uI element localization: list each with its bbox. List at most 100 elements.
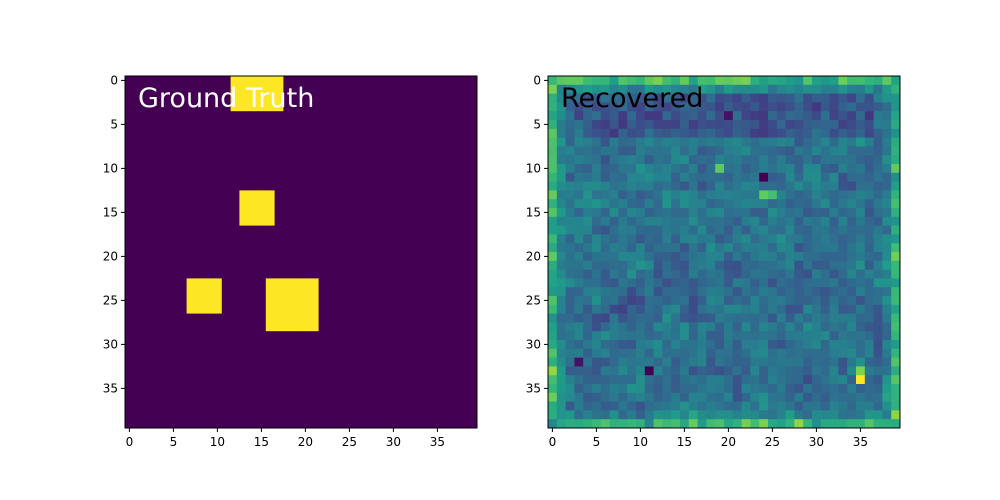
heatmap-cell <box>803 278 812 287</box>
heatmap-cell <box>794 314 803 323</box>
heatmap-cell <box>592 278 601 287</box>
heatmap-cell <box>610 234 619 243</box>
heatmap-cell <box>389 138 398 147</box>
heatmap-cell <box>468 120 477 129</box>
heatmap-cell <box>424 419 433 428</box>
heatmap-cell <box>671 366 680 375</box>
heatmap-cell <box>821 190 830 199</box>
heatmap-cell <box>407 305 416 314</box>
heatmap-cell <box>301 340 310 349</box>
heatmap-cell <box>566 138 575 147</box>
heatmap-cell <box>786 190 795 199</box>
heatmap-cell <box>592 190 601 199</box>
heatmap-cell <box>371 296 380 305</box>
heatmap-cell <box>847 138 856 147</box>
heatmap-cell <box>319 410 328 419</box>
heatmap-cell <box>777 111 786 120</box>
heatmap-cell <box>856 208 865 217</box>
x-tick-label: 5 <box>170 435 178 449</box>
heatmap-cell <box>283 155 292 164</box>
heatmap-cell <box>451 146 460 155</box>
heatmap-cell <box>698 314 707 323</box>
heatmap-cell <box>125 85 134 94</box>
heatmap-cell <box>442 270 451 279</box>
heatmap-cell <box>610 393 619 402</box>
heatmap-cell <box>706 76 715 85</box>
heatmap-cell <box>803 190 812 199</box>
heatmap-cell <box>821 384 830 393</box>
heatmap-cell <box>654 270 663 279</box>
heatmap-cell <box>715 305 724 314</box>
heatmap-cell <box>222 349 231 358</box>
heatmap-cell <box>750 375 759 384</box>
heatmap-cell <box>354 402 363 411</box>
heatmap-cell <box>566 155 575 164</box>
heatmap-cell <box>759 182 768 191</box>
heatmap-cell <box>882 296 891 305</box>
heatmap-cell <box>371 243 380 252</box>
heatmap-cell <box>557 402 566 411</box>
heatmap-cell <box>451 164 460 173</box>
heatmap-cell <box>742 261 751 270</box>
heatmap-cell <box>125 349 134 358</box>
heatmap-cell <box>786 243 795 252</box>
heatmap-cell <box>283 173 292 182</box>
heatmap-cell <box>794 208 803 217</box>
heatmap-cell <box>187 164 196 173</box>
heatmap-cell <box>310 261 319 270</box>
heatmap-cell <box>354 217 363 226</box>
heatmap-cell <box>239 243 248 252</box>
heatmap-cell <box>178 173 187 182</box>
heatmap-cell <box>319 261 328 270</box>
heatmap-cell <box>636 340 645 349</box>
heatmap-cell <box>248 375 257 384</box>
heatmap-cell <box>847 322 856 331</box>
heatmap-cell <box>592 402 601 411</box>
heatmap-cell <box>759 146 768 155</box>
heatmap-cell <box>803 164 812 173</box>
heatmap-cell <box>601 340 610 349</box>
heatmap-cell <box>336 393 345 402</box>
heatmap-cell <box>327 173 336 182</box>
heatmap-cell <box>363 243 372 252</box>
heatmap-cell <box>759 410 768 419</box>
heatmap-cell <box>750 243 759 252</box>
heatmap-cell <box>125 234 134 243</box>
heatmap-cell <box>125 270 134 279</box>
heatmap-cell <box>134 155 143 164</box>
heatmap-cell <box>645 375 654 384</box>
heatmap-cell <box>706 296 715 305</box>
heatmap-cell <box>389 85 398 94</box>
heatmap-cell <box>327 314 336 323</box>
heatmap-cell <box>442 419 451 428</box>
heatmap-cell <box>768 94 777 103</box>
heatmap-cell <box>415 305 424 314</box>
heatmap-cell <box>856 146 865 155</box>
heatmap-cell <box>610 120 619 129</box>
heatmap-cell <box>389 278 398 287</box>
heatmap-cell <box>319 331 328 340</box>
heatmap-cell <box>266 138 275 147</box>
heatmap-cell <box>178 146 187 155</box>
heatmap-cell <box>442 111 451 120</box>
heatmap-cell <box>442 85 451 94</box>
heatmap-cell <box>160 278 169 287</box>
heatmap-cell <box>574 402 583 411</box>
heatmap-cell <box>830 419 839 428</box>
heatmap-cell <box>645 287 654 296</box>
heatmap-cell <box>204 384 213 393</box>
heatmap-cell <box>856 85 865 94</box>
heatmap-cell <box>354 146 363 155</box>
heatmap-cell <box>803 270 812 279</box>
heatmap-cell <box>856 296 865 305</box>
heatmap-cell <box>248 366 257 375</box>
heatmap-cell <box>319 349 328 358</box>
heatmap-cell <box>759 102 768 111</box>
heatmap-cell <box>354 111 363 120</box>
heatmap-cell <box>715 120 724 129</box>
heatmap-cell <box>327 287 336 296</box>
heatmap-cell <box>794 129 803 138</box>
heatmap-cell <box>134 217 143 226</box>
heatmap-cell <box>662 402 671 411</box>
heatmap-cell <box>415 375 424 384</box>
